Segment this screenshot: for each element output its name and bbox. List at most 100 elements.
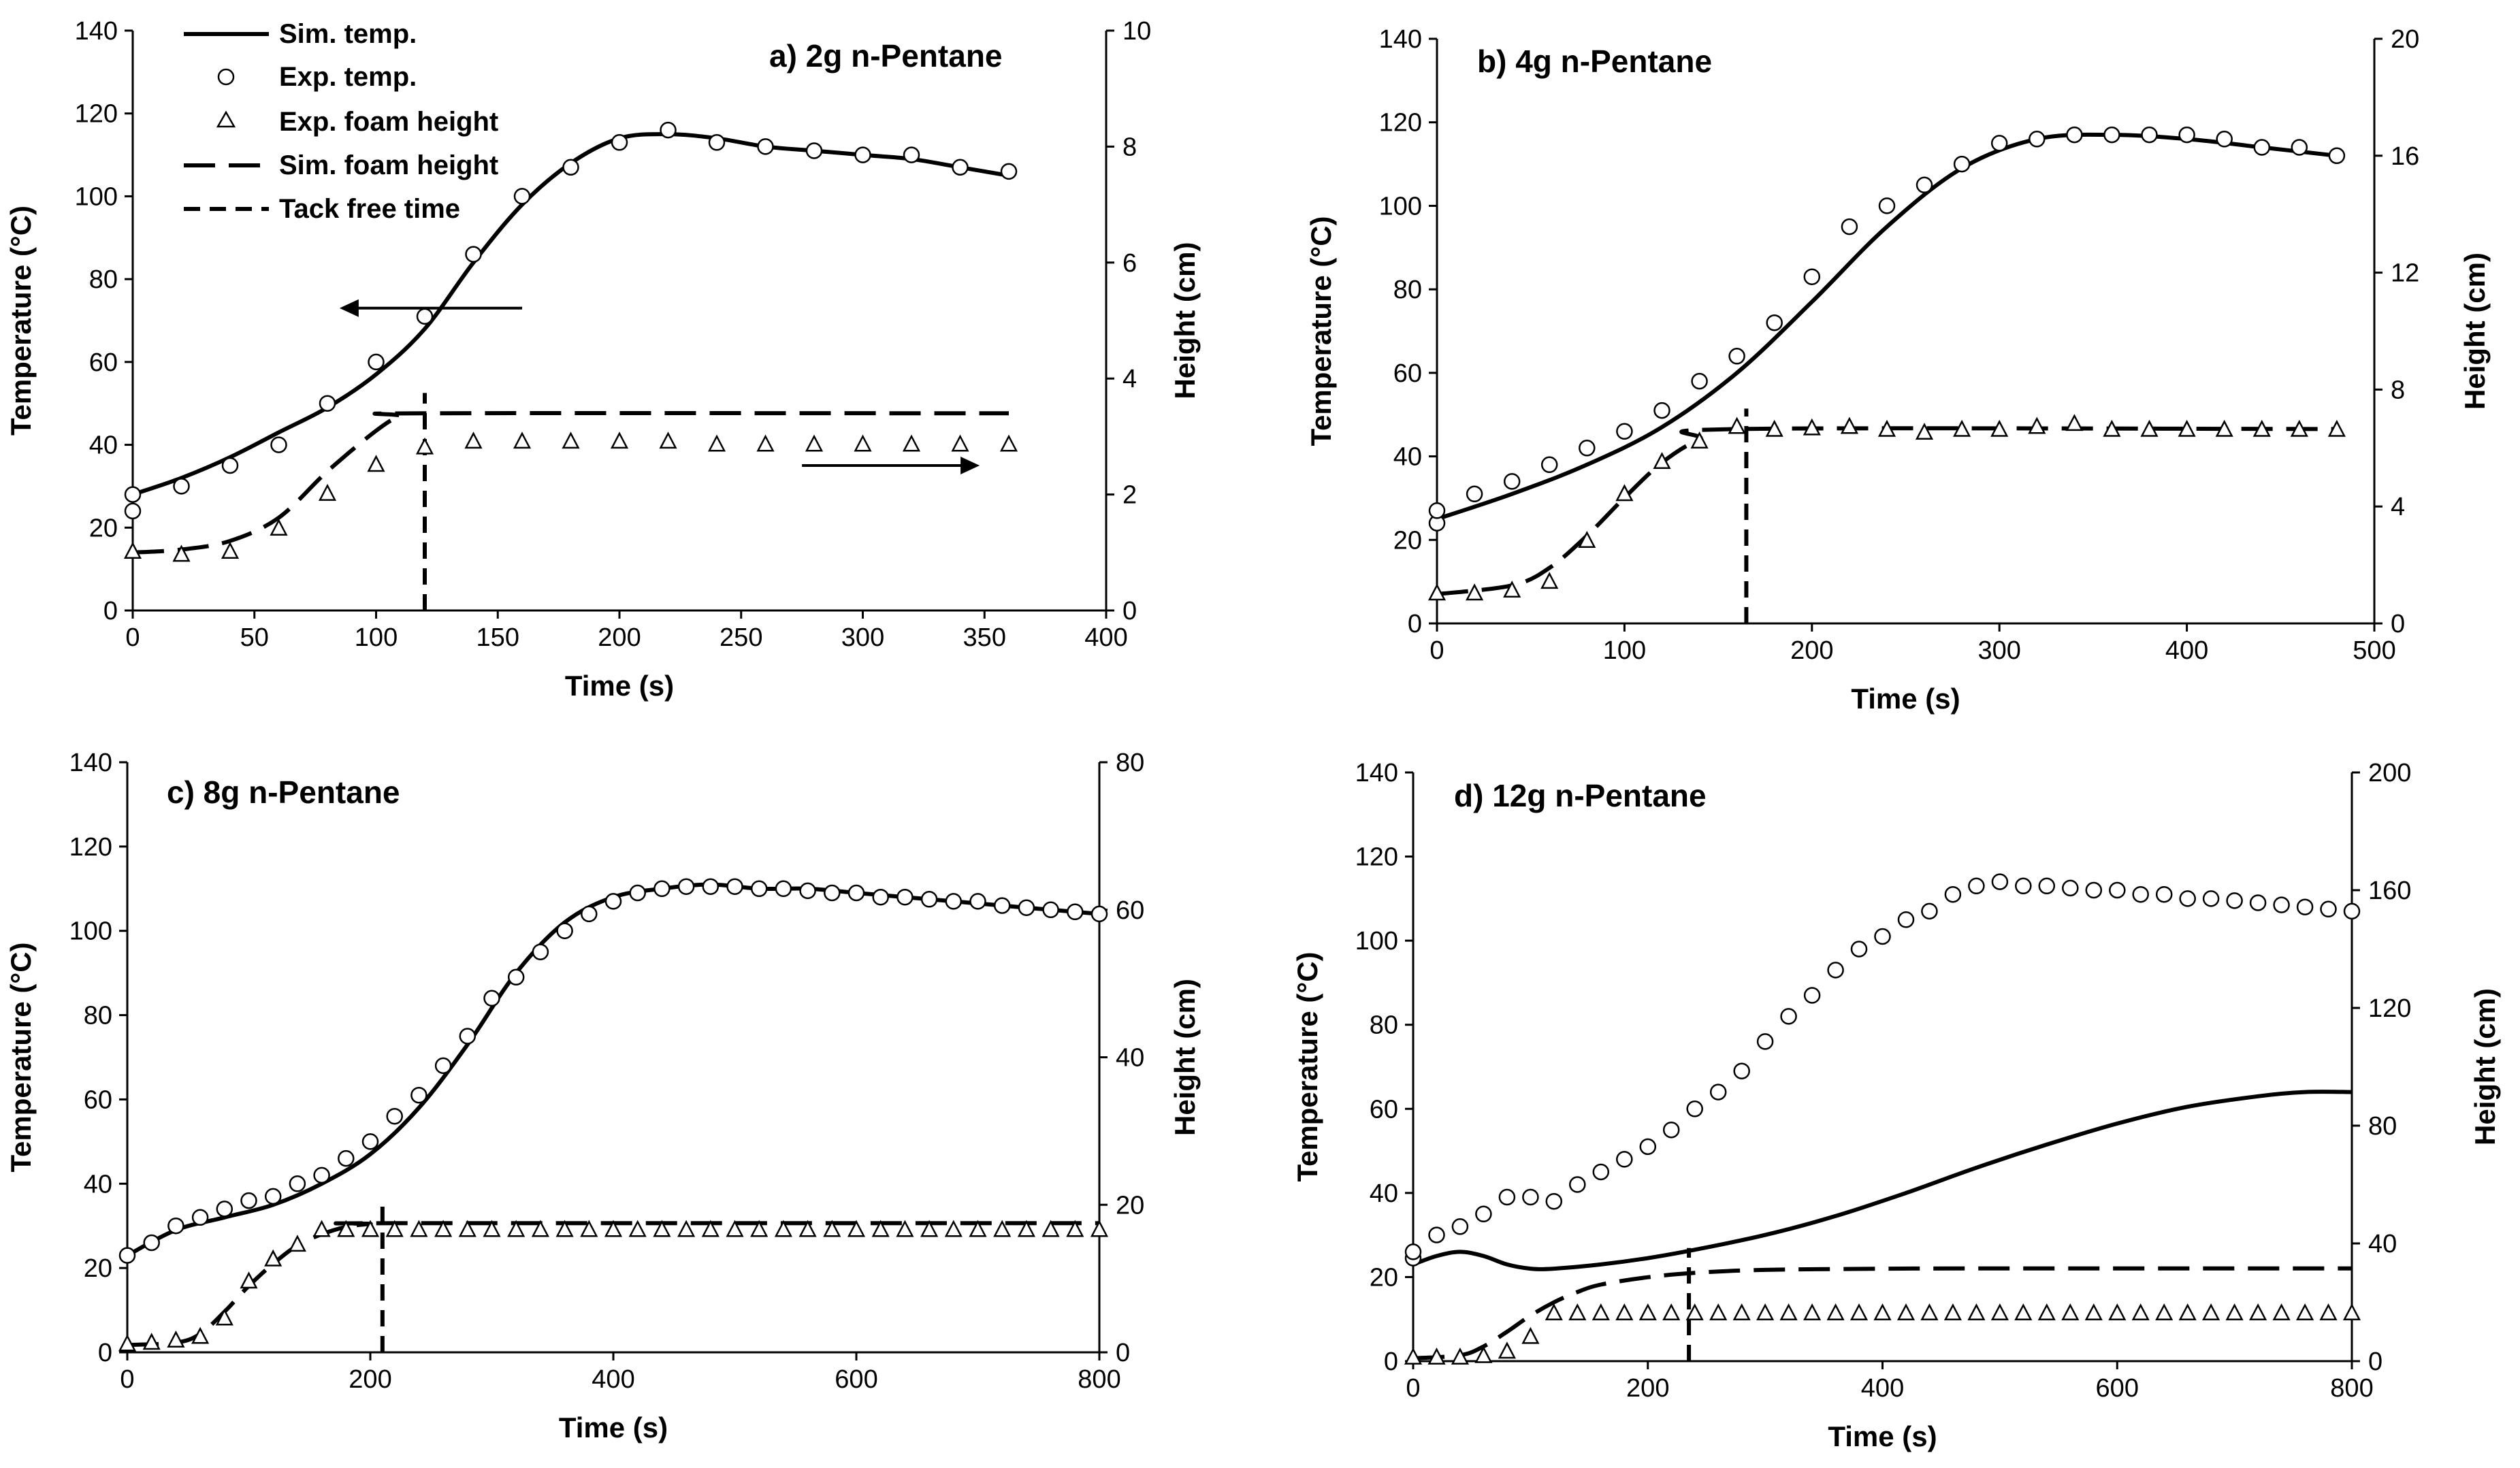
- exp-foam-point: [2028, 417, 2046, 434]
- x-tick-label: 0: [125, 623, 140, 652]
- legend-exp-foam-label: Exp. foam height: [279, 107, 498, 137]
- exp-foam-point: [2155, 1303, 2174, 1321]
- exp-foam-point: [562, 431, 580, 449]
- exp-foam-point: [2342, 1303, 2361, 1321]
- exp-temp-point: [264, 1188, 282, 1205]
- exp-foam-point: [367, 455, 385, 472]
- x-tick-label: 400: [1084, 623, 1127, 652]
- y-tick-label: 0: [103, 597, 118, 625]
- exp-foam-point: [221, 542, 240, 559]
- x-axis-title: Time (s): [1828, 1420, 1937, 1452]
- x-axis-title: Time (s): [559, 1412, 668, 1443]
- exp-temp-point: [1503, 473, 1521, 490]
- exp-foam-point: [1466, 583, 1484, 601]
- y-axis-title: Temperature (°C): [5, 206, 37, 436]
- exp-temp-point: [1686, 1100, 1703, 1118]
- exp-foam-point: [415, 437, 434, 455]
- exp-temp-point: [1653, 402, 1670, 419]
- x-tick-label: 200: [598, 623, 641, 652]
- exp-foam-point: [1779, 1303, 1798, 1321]
- exp-foam-point: [167, 1331, 185, 1348]
- exp-foam-point: [507, 1220, 526, 1237]
- exp-foam-point: [1041, 1220, 1060, 1237]
- exp-temp-point: [660, 121, 677, 139]
- exp-temp-point: [1018, 899, 1035, 916]
- exp-temp-point: [629, 884, 646, 902]
- exp-temp-point: [1404, 1243, 1422, 1260]
- exp-foam-point: [1638, 1303, 1657, 1321]
- exp-temp-point: [221, 457, 239, 474]
- exp-temp-point: [167, 1217, 184, 1235]
- exp-foam-point: [1578, 531, 1596, 548]
- exp-temp-point: [920, 891, 938, 908]
- exp-temp-point: [653, 880, 671, 898]
- exp-foam-point: [2178, 419, 2196, 437]
- exp-foam-point: [1427, 583, 1447, 601]
- exp-temp-point: [513, 188, 531, 205]
- exp-temp-point: [1827, 962, 1844, 979]
- exp-foam-point: [464, 431, 483, 449]
- exp-foam-point: [750, 1220, 769, 1237]
- y2-axis-title: Height (cm): [2459, 252, 2491, 410]
- x-tick-label: 0: [120, 1365, 134, 1394]
- exp-foam-point: [215, 1308, 233, 1326]
- x-tick-label: 500: [2353, 636, 2395, 665]
- y-tick-label: 100: [69, 917, 112, 946]
- exp-temp-point: [1850, 941, 1868, 958]
- exp-foam-point: [1685, 1303, 1704, 1321]
- exp-temp-point: [1803, 987, 1821, 1004]
- exp-foam-point: [1451, 1348, 1469, 1365]
- exp-foam-point: [798, 1220, 817, 1237]
- exp-temp-point: [2273, 896, 2290, 913]
- exp-temp-point: [847, 884, 865, 902]
- exp-temp-point: [2320, 900, 2337, 918]
- exp-temp-point: [562, 159, 579, 176]
- exp-foam-point: [118, 1334, 137, 1352]
- exp-temp-point: [1916, 176, 1933, 194]
- exp-foam-point: [434, 1220, 453, 1237]
- exp-foam-point: [1953, 419, 1971, 437]
- panel-title: b) 4g n-Pentane: [1477, 44, 1712, 79]
- x-tick-label: 0: [1406, 1374, 1420, 1403]
- exp-temp-point: [969, 893, 986, 910]
- exp-foam-point: [1765, 419, 1783, 437]
- exp-temp-point: [1878, 197, 1896, 214]
- y-tick-label: 20: [1370, 1263, 1398, 1292]
- exp-temp-point: [2179, 890, 2196, 907]
- exp-temp-point: [1944, 885, 1962, 903]
- exp-foam-point: [1427, 1348, 1446, 1365]
- exp-foam-point: [270, 519, 288, 536]
- exp-foam-point: [701, 1220, 720, 1237]
- exp-foam-point: [385, 1220, 404, 1237]
- exp-temp-point: [1042, 901, 1059, 919]
- exp-temp-point: [2038, 877, 2056, 895]
- exp-temp-point: [1616, 423, 1633, 440]
- legend-sim-temp-label: Sim. temp.: [279, 19, 417, 49]
- exp-foam-point: [1503, 581, 1521, 598]
- exp-temp-point: [757, 138, 774, 155]
- exp-foam-point: [1545, 1303, 1563, 1321]
- exp-foam-point: [1066, 1220, 1084, 1237]
- exp-temp-point: [952, 159, 969, 176]
- y-tick-label: 20: [89, 514, 118, 542]
- exp-foam-point: [1840, 417, 1858, 434]
- exp-temp-point: [1780, 1008, 1797, 1025]
- exp-foam-point: [1568, 1303, 1587, 1321]
- exp-foam-point: [2319, 1303, 2338, 1321]
- exp-temp-point: [2296, 898, 2314, 915]
- exp-temp-point: [124, 502, 142, 520]
- exp-temp-point: [1592, 1163, 1610, 1181]
- exp-foam-point: [2065, 414, 2084, 431]
- exp-temp-point: [824, 884, 841, 902]
- exp-foam-point: [288, 1235, 306, 1252]
- exp-temp-point: [775, 880, 792, 898]
- y2-tick-label: 120: [2368, 994, 2411, 1023]
- exp-temp-point: [1897, 911, 1915, 928]
- exp-foam-point: [1709, 1303, 1728, 1321]
- exp-temp-point: [1803, 268, 1821, 285]
- exp-temp-point: [1428, 502, 1446, 519]
- y-axis-title: Temperature (°C): [5, 942, 37, 1172]
- exp-foam-point: [2084, 1303, 2103, 1321]
- exp-foam-point: [896, 1220, 914, 1237]
- exp-temp-point: [2249, 894, 2267, 911]
